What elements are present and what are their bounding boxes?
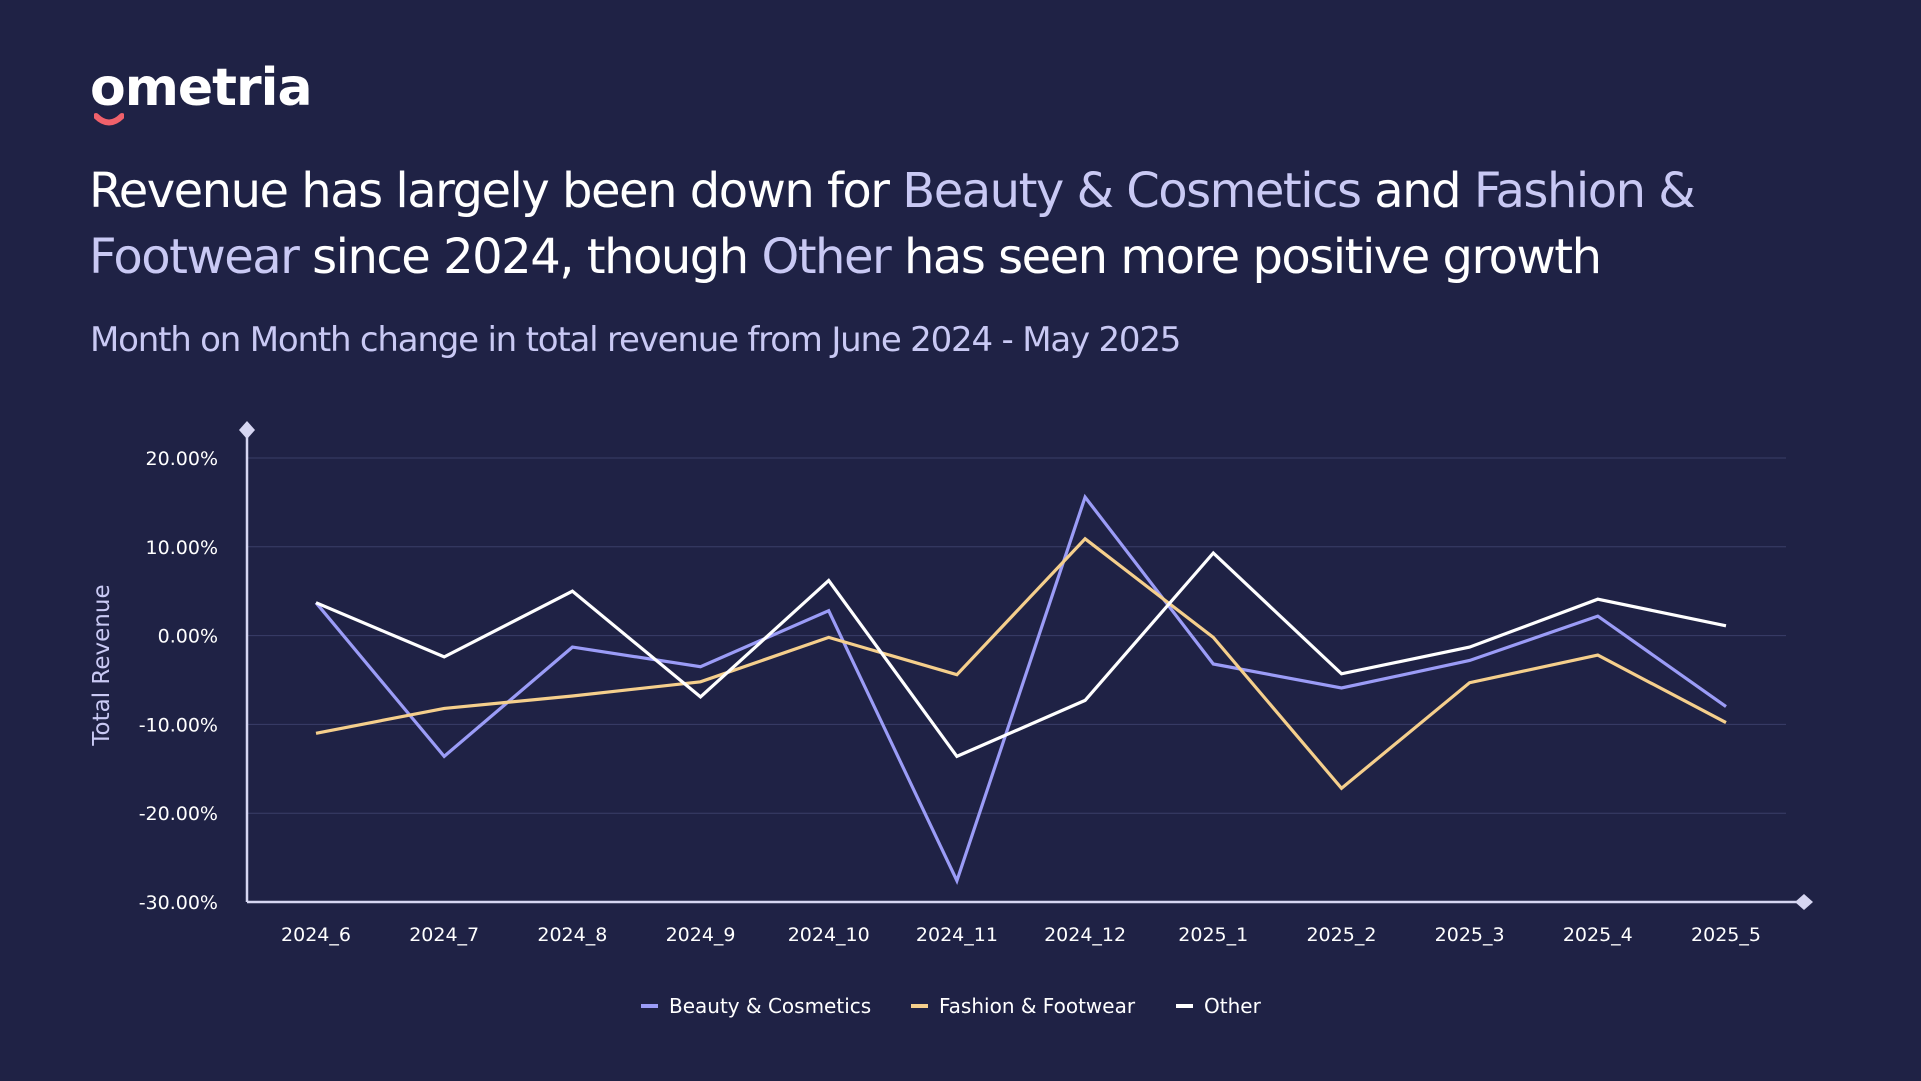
y-axis-arrow-icon xyxy=(239,421,255,439)
series-line xyxy=(315,550,1727,759)
chart-legend: Beauty & Cosmetics Fashion & Footwear Othe… xyxy=(641,994,1262,1018)
x-tick-label: 2024_9 xyxy=(666,924,736,946)
headline: Revenue has largely been down for Beauty… xyxy=(89,158,1789,290)
legend-label: Beauty & Cosmetics xyxy=(669,994,871,1018)
x-tick-label: 2024_7 xyxy=(409,924,479,946)
x-tick-label: 2024_12 xyxy=(1044,924,1126,946)
headline-highlight-beauty: Beauty & Cosmetics xyxy=(902,163,1362,219)
x-tick-label: 2025_5 xyxy=(1691,924,1761,946)
headline-highlight-other: Other xyxy=(761,229,891,285)
x-axis-arrow-icon xyxy=(1795,894,1813,910)
y-tick-label: -30.00% xyxy=(139,892,218,914)
logo-smile-mark xyxy=(94,113,124,126)
x-tick-label: 2024_8 xyxy=(537,924,607,946)
headline-part4: has seen more positive growth xyxy=(890,229,1602,285)
x-tick-label: 2025_1 xyxy=(1178,924,1248,946)
y-tick-label: -10.00% xyxy=(139,714,218,736)
chart-axes xyxy=(239,421,1813,910)
headline-part3: since 2024, though xyxy=(298,229,762,285)
headline-part2: and xyxy=(1360,163,1474,219)
y-tick-label: 10.00% xyxy=(146,537,218,559)
x-tick-label: 2024_11 xyxy=(916,924,998,946)
series-lines xyxy=(314,493,1727,885)
y-tick-label: 20.00% xyxy=(146,448,218,470)
x-tick-label: 2025_4 xyxy=(1563,924,1633,946)
x-tick-labels: 2024_6 2024_7 2024_8 2024_9 2024_10 2024_11 20… xyxy=(281,924,1761,946)
y-tick-label: 0.00% xyxy=(158,626,218,648)
chart-subtitle: Month on Month change in total revenue f… xyxy=(90,320,1181,360)
legend-label: Fashion & Footwear xyxy=(939,994,1136,1018)
y-tick-labels: 20.00% 10.00% 0.00% -10.00% -20.00% -30.00% xyxy=(139,448,218,914)
x-tick-label: 2025_2 xyxy=(1306,924,1376,946)
x-tick-label: 2024_10 xyxy=(788,924,870,946)
series-line xyxy=(314,493,1727,885)
headline-part1: Revenue has largely been down for xyxy=(89,163,903,219)
series-line xyxy=(315,536,1727,791)
grid-lines xyxy=(247,457,1786,814)
legend-label: Other xyxy=(1204,994,1262,1018)
headline-highlight-fashion: Fashion & Footwear xyxy=(89,163,1696,285)
ometria-logo: ometria xyxy=(90,58,313,118)
y-axis-title: Total Revenue xyxy=(89,584,115,746)
x-tick-label: 2025_3 xyxy=(1435,924,1505,946)
y-tick-label: -20.00% xyxy=(139,803,218,825)
x-tick-label: 2024_6 xyxy=(281,924,351,946)
